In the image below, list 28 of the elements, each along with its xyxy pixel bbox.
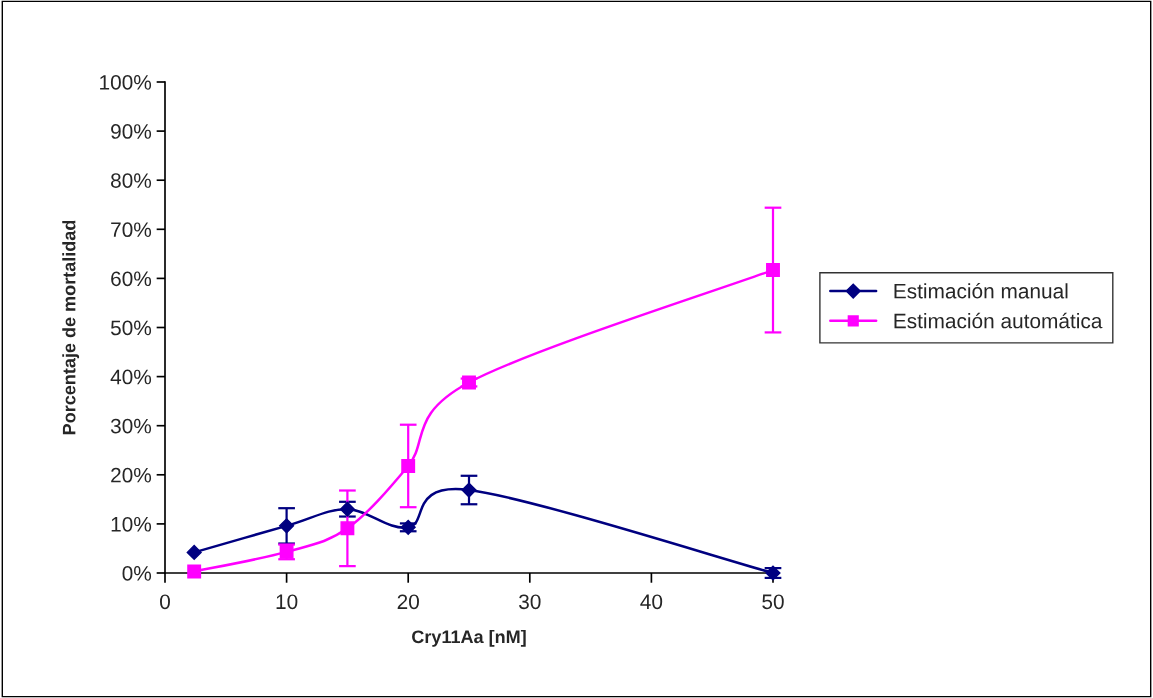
y-tick-label: 70% <box>111 222 152 238</box>
y-axis-title: Porcentaje de mortalidad <box>62 220 80 435</box>
y-tick-label: 20% <box>111 467 152 483</box>
point <box>766 263 780 277</box>
point <box>186 544 202 560</box>
y-tick-label: 40% <box>110 369 152 385</box>
x-tick-label: 50 <box>762 594 784 610</box>
x-tick-label: 10 <box>276 594 298 610</box>
y-tick-label: 50% <box>110 320 152 336</box>
y-tick-label: 60% <box>111 271 152 287</box>
y-tick-label: 90% <box>111 124 152 139</box>
x-axis-title: Cry11Aa [nM] <box>412 629 526 647</box>
y-tick-label: 80% <box>111 173 152 188</box>
y-tick-label: 0% <box>122 566 152 581</box>
x-tick-label: 0 <box>160 594 170 610</box>
y-tick-label: 10% <box>111 516 152 532</box>
point <box>461 482 477 498</box>
point <box>340 521 355 536</box>
x-tick-label: 20 <box>397 594 419 610</box>
x-tick-label: 40 <box>640 594 663 610</box>
point <box>401 459 416 473</box>
y-tick-label: 30% <box>110 418 152 434</box>
y-tick-label: 100% <box>100 75 152 90</box>
point <box>187 564 202 579</box>
point <box>279 518 295 534</box>
legend-label: Estimación automática <box>894 312 1103 329</box>
legend-label: Estimación manual <box>894 282 1068 299</box>
x-tick-label: 30 <box>519 594 541 610</box>
